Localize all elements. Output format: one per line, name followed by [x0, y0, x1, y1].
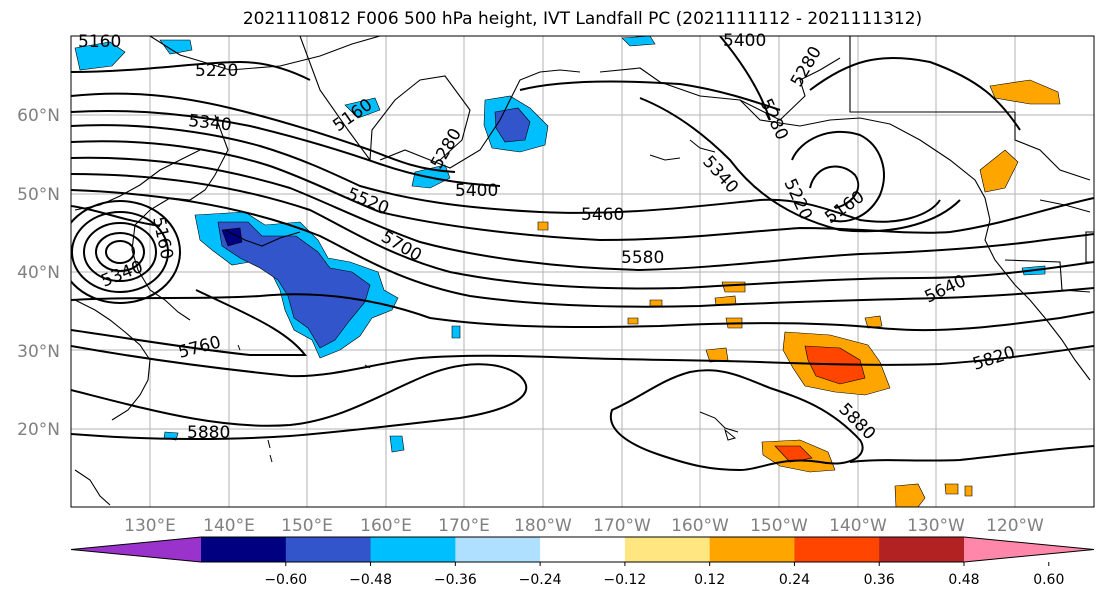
colorbar-segment [879, 537, 965, 562]
colorbar-segment [624, 537, 711, 562]
coastlines [74, 36, 1094, 506]
lon-label: 150°E [281, 516, 333, 536]
lon-label: 130°W [907, 516, 965, 536]
contour-label: 5160 [78, 32, 121, 52]
ivt-negative-areas [74, 36, 1046, 453]
colorbar-tick-label: −0.12 [603, 572, 646, 588]
colorbar-tick-label: 0.36 [864, 572, 895, 588]
colorbar-tick-label: −0.48 [349, 572, 392, 588]
lat-label: 20°N [17, 420, 60, 440]
lon-label: 170°E [438, 516, 490, 536]
colorbar-outline [70, 536, 1095, 563]
colorbar-tick-label: −0.36 [434, 572, 477, 588]
longitude-labels: 130°E 140°E 150°E 160°E 170°E 180°W 170°… [124, 516, 1044, 536]
page-title: 2021110812 F006 500 hPa height, IVT Land… [242, 9, 923, 29]
lon-label: 180°W [514, 516, 572, 536]
lon-label: 160°W [671, 516, 729, 536]
contour-label: 5460 [581, 205, 624, 225]
colorbar-tick-label: −0.24 [519, 572, 562, 588]
contour-label: 5400 [723, 31, 766, 51]
lat-label: 50°N [17, 185, 60, 205]
colorbar-tick-label: 0.12 [694, 572, 725, 588]
contour-label: 5220 [195, 61, 238, 81]
lat-label: 60°N [17, 106, 60, 126]
colorbar-tick-label: 0.60 [1033, 572, 1064, 588]
colorbar-extend-high [964, 537, 1094, 562]
lat-label: 40°N [17, 263, 60, 283]
colorbar-segment [794, 537, 880, 562]
map-frame [70, 35, 1095, 508]
lon-label: 170°W [593, 516, 651, 536]
colorbar-tick-label: 0.24 [779, 572, 810, 588]
colorbar-segment [455, 537, 541, 562]
height-contours [71, 36, 1094, 472]
lon-label: 140°E [203, 516, 255, 536]
contour-label: 5580 [621, 248, 664, 268]
lon-label: 150°W [750, 516, 808, 536]
contour-label: 5340 [187, 111, 232, 135]
latitude-labels: 60°N 50°N 40°N 30°N 20°N [17, 106, 60, 440]
colorbar-segment [709, 537, 795, 562]
islands [237, 139, 739, 463]
colorbar-tick-label: −0.60 [264, 572, 307, 588]
contour-label: 5880 [187, 423, 230, 443]
lon-label: 140°W [829, 516, 887, 536]
colorbar-segment [370, 537, 456, 562]
colorbar-tick-label: 0.48 [948, 572, 979, 588]
colorbar-segment [285, 537, 372, 562]
lon-label: 160°E [360, 516, 412, 536]
lon-label: 120°W [986, 516, 1044, 536]
graticule [71, 36, 1094, 507]
lon-label: 130°E [124, 516, 176, 536]
colorbar: −0.60 −0.48 −0.36 −0.24 −0.12 0.12 0.24 0.36 0.4… [70, 536, 1095, 588]
lat-label: 30°N [17, 342, 60, 362]
colorbar-segment [540, 537, 626, 562]
colorbar-segment [201, 537, 287, 562]
colorbar-extend-low [71, 537, 201, 562]
contour-label: 5400 [455, 181, 498, 201]
